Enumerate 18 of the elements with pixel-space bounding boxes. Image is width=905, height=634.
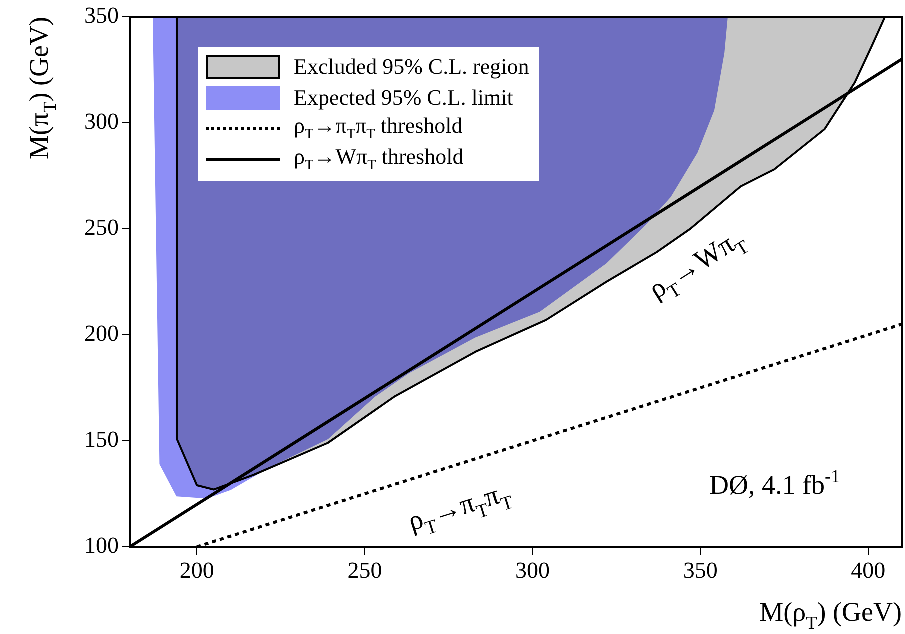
legend-label: ρ$_{T}$→π$_{T}$π$_{T}$ threshold <box>294 113 463 144</box>
x-tick-label: 300 <box>516 558 550 583</box>
y-axis-title: M(πT) (GeV) <box>24 16 60 160</box>
x-tick-label: 250 <box>348 558 382 583</box>
y-tick-label: 250 <box>84 215 119 240</box>
legend-label: Excluded 95% C.L. region <box>294 54 530 80</box>
x-tick-label: 350 <box>683 558 718 583</box>
y-tick-label: 300 <box>84 109 119 134</box>
y-tick-label: 350 <box>84 3 119 28</box>
x-tick-label: 200 <box>180 558 214 583</box>
x-tick-label: 400 <box>851 558 886 583</box>
annotation: ρT→WπT <box>644 229 754 306</box>
legend-label: ρ$_{T}$→Wπ$_{T}$ threshold <box>294 144 464 175</box>
y-tick-label: 100 <box>84 533 119 558</box>
y-tick-label: 150 <box>84 427 119 452</box>
legend-label: Expected 95% C.L. limit <box>294 84 514 110</box>
annotation: ρT→πTπT <box>404 480 516 540</box>
y-tick-label: 200 <box>84 321 119 346</box>
